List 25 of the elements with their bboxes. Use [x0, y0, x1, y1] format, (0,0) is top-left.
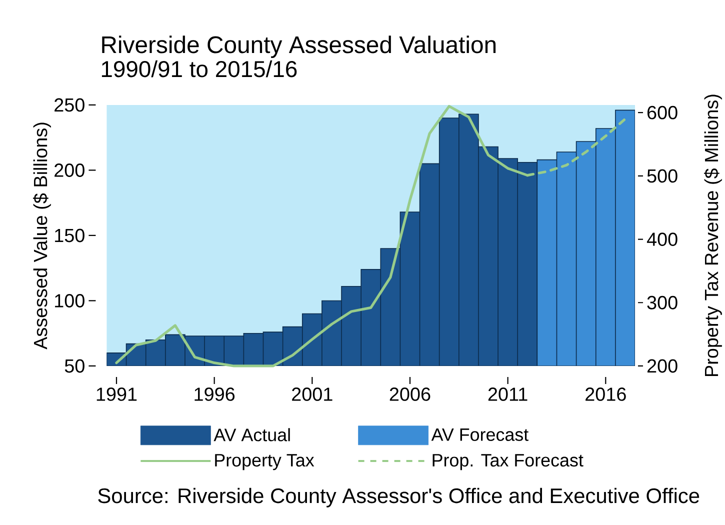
- y2-tick-label: 300: [647, 296, 678, 310]
- y2-tick-label: 500: [647, 169, 678, 183]
- x-tick-label: 1991: [96, 388, 137, 401]
- y2-tick-label: 200: [647, 359, 678, 373]
- source-note: Source: Riverside County Assessor's Office and Executive Office: [98, 488, 700, 508]
- legend-label: AV Forecast: [431, 428, 528, 441]
- legend-label: Property Tax: [215, 454, 314, 470]
- x-tick-label: 2006: [390, 388, 430, 401]
- x-tick-label: 2016: [586, 388, 626, 401]
- y2-tick-label: 600: [647, 106, 678, 120]
- y-tick-label: 50: [64, 359, 84, 373]
- y-tick-label: 100: [55, 294, 84, 308]
- x-tick-label: 2001: [292, 388, 332, 401]
- x-tick-label: 1996: [194, 388, 235, 401]
- chart-subtitle: 1990/91 to 2015/16: [102, 60, 297, 78]
- x-tick-label: 2011: [488, 388, 528, 401]
- legend-label: Prop. Tax Forecast: [432, 454, 584, 470]
- y2-axis-title: Property Tax Revenue ($ Millions): [704, 94, 722, 376]
- legend-label: AV Actual: [214, 428, 290, 442]
- y-tick-label: 250: [54, 98, 84, 112]
- y-tick-label: 200: [54, 164, 84, 177]
- chart-title: Riverside County Assessed Valuation: [102, 36, 496, 58]
- y2-tick-label: 400: [646, 232, 678, 246]
- y-axis-title: Assessed Value ($ Billions): [33, 122, 51, 350]
- y-tick-label: 150: [55, 228, 84, 242]
